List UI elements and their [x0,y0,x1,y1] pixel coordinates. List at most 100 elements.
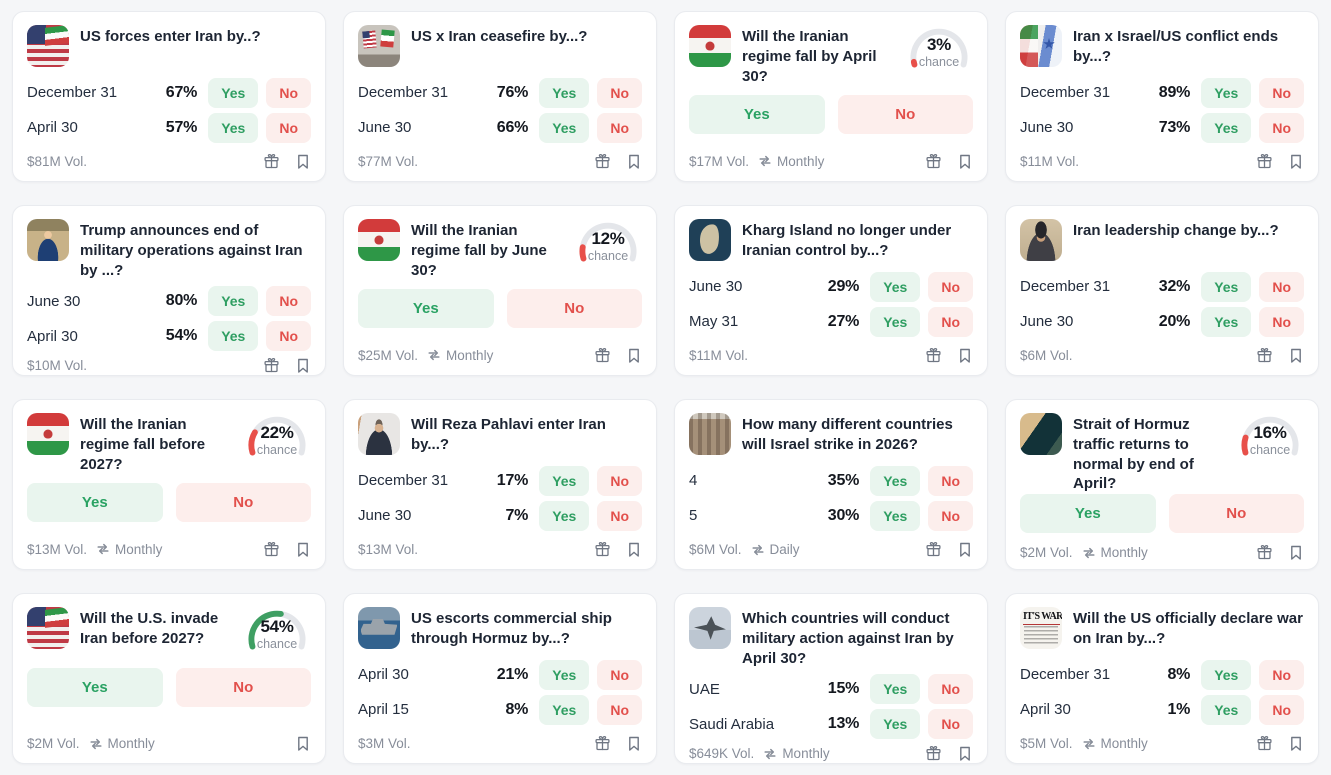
gift-button[interactable] [925,541,942,558]
no-button[interactable]: No [1259,77,1304,108]
gift-button[interactable] [1256,544,1273,561]
market-card[interactable]: Kharg Island no longer under Iranian con… [674,205,988,376]
gift-button[interactable] [925,745,942,762]
market-title[interactable]: Iran x Israel/US conflict ends by...? [1073,28,1279,65]
yes-button[interactable]: Yes [870,271,921,302]
yes-button[interactable]: Yes [208,112,259,143]
yes-button[interactable]: Yes [208,321,259,352]
bookmark-button[interactable] [1288,347,1304,364]
market-card[interactable]: Which countries will conduct military ac… [674,593,988,764]
bookmark-button[interactable] [295,357,311,374]
yes-button[interactable]: Yes [1020,494,1156,534]
market-card[interactable]: Will Reza Pahlavi enter Iran by...? Dece… [343,399,657,570]
bookmark-button[interactable] [626,347,642,364]
market-title[interactable]: Will the Iranian regime fall by June 30? [411,222,547,279]
yes-button[interactable]: Yes [1201,659,1252,690]
bookmark-button[interactable] [957,153,973,170]
no-button[interactable]: No [1259,112,1304,143]
gift-button[interactable] [594,347,611,364]
yes-button[interactable]: Yes [27,668,163,707]
no-button[interactable]: No [597,465,642,496]
yes-button[interactable]: Yes [539,465,590,496]
bookmark-button[interactable] [626,541,642,558]
gift-button[interactable] [1256,153,1273,170]
market-title[interactable]: How many different countries will Israel… [742,416,953,453]
market-card[interactable]: Will the U.S. invade Iran before 2027? 5… [12,593,326,764]
yes-button[interactable]: Yes [870,674,921,705]
market-title[interactable]: Iran leadership change by...? [1073,222,1279,239]
no-button[interactable]: No [928,306,973,337]
no-button[interactable]: No [266,286,311,317]
market-card[interactable]: Strait of Hormuz traffic returns to norm… [1005,399,1319,570]
yes-button[interactable]: Yes [539,77,590,108]
bookmark-button[interactable] [626,735,642,752]
bookmark-button[interactable] [1288,544,1304,561]
market-card[interactable]: Will the Iranian regime fall by June 30?… [343,205,657,376]
market-title[interactable]: Will the Iranian regime fall before 2027… [80,416,206,473]
bookmark-button[interactable] [957,541,973,558]
market-title[interactable]: US escorts commercial ship through Hormu… [411,610,612,647]
yes-button[interactable]: Yes [870,500,921,531]
market-card[interactable]: Trump announces end of military operatio… [12,205,326,376]
yes-button[interactable]: Yes [1201,77,1252,108]
gift-button[interactable] [594,735,611,752]
gift-button[interactable] [925,347,942,364]
no-button[interactable]: No [1168,494,1304,534]
no-button[interactable]: No [597,500,642,531]
no-button[interactable]: No [928,709,973,740]
yes-button[interactable]: Yes [208,77,259,108]
no-button[interactable]: No [928,271,973,302]
bookmark-button[interactable] [957,347,973,364]
yes-button[interactable]: Yes [1201,271,1252,302]
market-card[interactable]: Will the Iranian regime fall by April 30… [674,11,988,182]
gift-button[interactable] [594,541,611,558]
no-button[interactable]: No [597,112,642,143]
yes-button[interactable]: Yes [539,112,590,143]
gift-button[interactable] [925,153,942,170]
yes-button[interactable]: Yes [1201,306,1252,337]
market-title[interactable]: Which countries will conduct military ac… [742,610,954,667]
yes-button[interactable]: Yes [539,500,590,531]
yes-button[interactable]: Yes [870,306,921,337]
market-card[interactable]: US escorts commercial ship through Hormu… [343,593,657,764]
no-button[interactable]: No [266,321,311,352]
no-button[interactable]: No [175,482,311,522]
market-card[interactable]: IT'S WAR! Will the US officially declare… [1005,593,1319,764]
market-card[interactable]: US forces enter Iran by..? December 31 6… [12,11,326,182]
bookmark-button[interactable] [295,541,311,558]
bookmark-button[interactable] [626,153,642,170]
no-button[interactable]: No [597,659,642,690]
gift-button[interactable] [1256,347,1273,364]
no-button[interactable]: No [928,465,973,496]
market-card[interactable]: Iran leadership change by...? December 3… [1005,205,1319,376]
bookmark-button[interactable] [295,735,311,752]
no-button[interactable]: No [506,288,642,328]
market-card[interactable]: Will the Iranian regime fall before 2027… [12,399,326,570]
yes-button[interactable]: Yes [539,694,590,725]
no-button[interactable]: No [1259,306,1304,337]
bookmark-button[interactable] [957,745,973,762]
market-title[interactable]: Will the US officially declare war on Ir… [1073,610,1303,647]
gift-button[interactable] [594,153,611,170]
no-button[interactable]: No [1259,659,1304,690]
market-card[interactable]: How many different countries will Israel… [674,399,988,570]
no-button[interactable]: No [175,668,311,707]
market-title[interactable]: Will the Iranian regime fall by April 30… [742,28,877,85]
yes-button[interactable]: Yes [1201,694,1252,725]
bookmark-button[interactable] [295,153,311,170]
gift-button[interactable] [263,541,280,558]
market-card[interactable]: Iran x Israel/US conflict ends by...? De… [1005,11,1319,182]
no-button[interactable]: No [1259,271,1304,302]
yes-button[interactable]: Yes [1201,112,1252,143]
yes-button[interactable]: Yes [539,659,590,690]
bookmark-button[interactable] [1288,153,1304,170]
no-button[interactable]: No [266,77,311,108]
yes-button[interactable]: Yes [870,465,921,496]
market-title[interactable]: US forces enter Iran by..? [80,28,261,45]
no-button[interactable]: No [1259,694,1304,725]
market-title[interactable]: Will Reza Pahlavi enter Iran by...? [411,416,606,453]
no-button[interactable]: No [597,694,642,725]
yes-button[interactable]: Yes [870,709,921,740]
no-button[interactable]: No [928,500,973,531]
yes-button[interactable]: Yes [358,288,494,328]
